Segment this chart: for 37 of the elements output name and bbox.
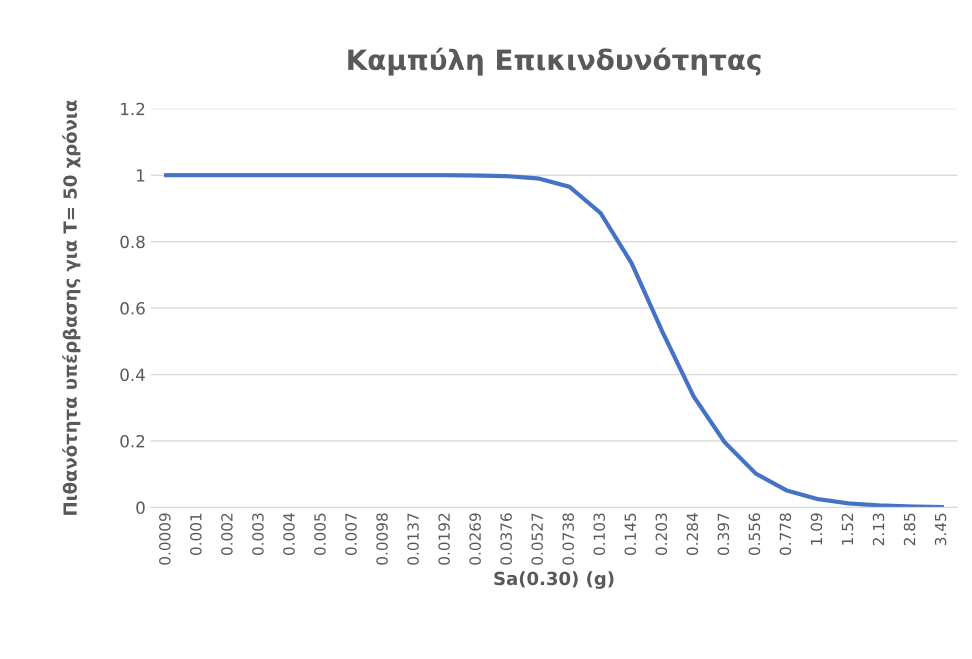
y-tick-label: 0: [136, 501, 145, 514]
x-tick-label: 0.0137: [407, 514, 419, 565]
x-tick-label: 0.0738: [562, 513, 574, 565]
x-tick-label: 0.003: [252, 514, 264, 556]
y-tick-label: 1: [137, 169, 144, 182]
x-tick-label: 1.52: [842, 514, 854, 545]
x-tick-label: 0.005: [314, 514, 326, 556]
x-tick-label: 2.85: [904, 514, 916, 546]
line-series: [164, 173, 944, 508]
x-tick-label: 0.004: [283, 513, 295, 556]
x-tick-label: 0.284: [686, 513, 698, 556]
x-tick-label: 0.778: [780, 513, 792, 556]
x-tick-label: 2.13: [872, 514, 884, 546]
y-tick-label: 0.6: [120, 302, 145, 315]
x-tick-label: 0.556: [748, 513, 760, 556]
x-tick-label: 0.0009: [159, 513, 171, 565]
x-tick-label: 0.0098: [376, 513, 388, 565]
y-tick-label: 0.2: [120, 434, 144, 448]
y-axis-title: Πιθανότητα υπέρβασης για T= 50 χρόνια: [62, 100, 80, 515]
chart-title: Καμπύλη Επικινδυνότητας: [348, 48, 761, 76]
x-tick-label: 0.0376: [500, 513, 512, 565]
x-tick-label: 0.203: [656, 514, 668, 556]
x-tick-label: 0.103: [593, 514, 606, 556]
x-tick-label: 0.0269: [469, 513, 481, 565]
x-tick-label: 0.0192: [438, 514, 450, 565]
y-tick-label: 0.8: [120, 236, 145, 248]
x-tick-label: 0.397: [718, 514, 730, 556]
y-tick-label: 0.4: [120, 368, 145, 382]
x-tick-label: 0.002: [221, 514, 233, 556]
y-tick-label: 1.2: [121, 102, 144, 116]
x-axis-title: Sa(0.30) (g): [494, 571, 614, 589]
x-tick-label: 3.45: [934, 514, 946, 546]
x-tick-label: 0.007: [345, 514, 357, 556]
x-tick-label: 0.001: [190, 514, 202, 556]
x-tick-label: 1.09: [810, 513, 822, 545]
x-tick-label: 0.0527: [531, 514, 543, 565]
x-tick-label: 0.145: [624, 514, 636, 556]
